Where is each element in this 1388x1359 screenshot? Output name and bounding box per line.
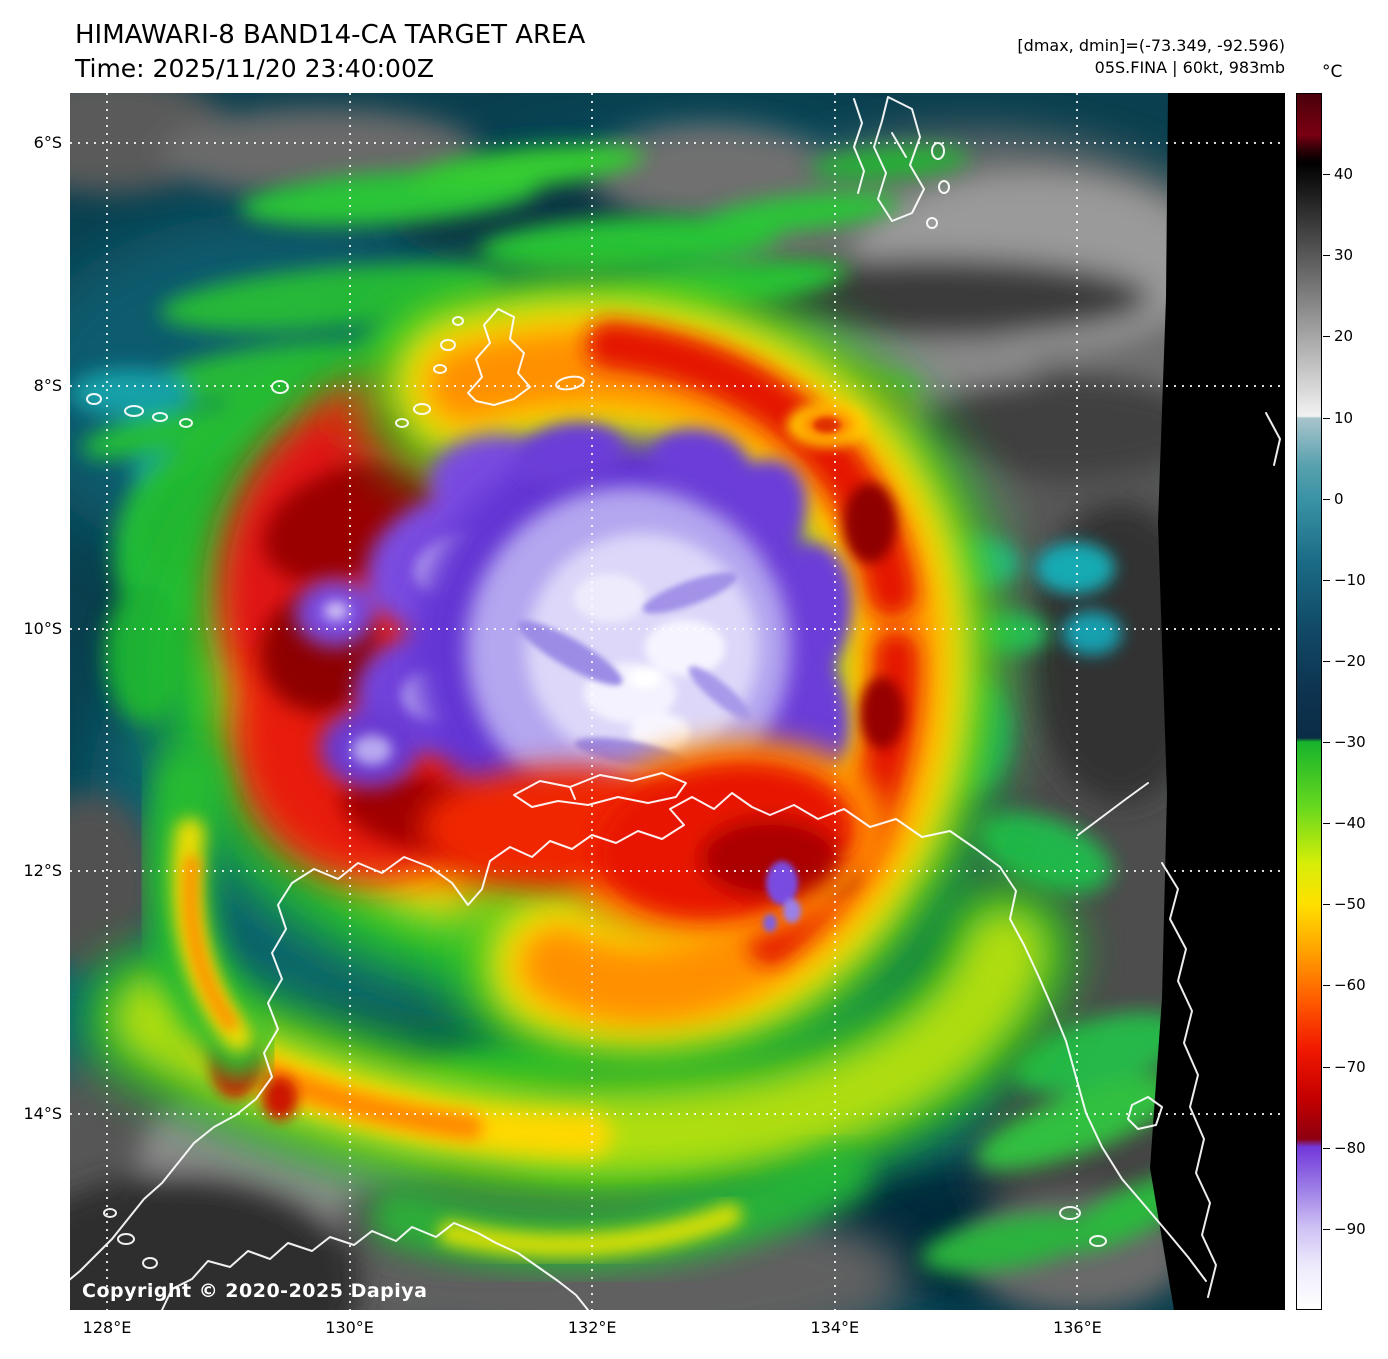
lat-tick-label: 10°S (23, 618, 62, 638)
colorbar-tick-mark (1323, 579, 1330, 581)
lon-tick-label: 132°E (567, 1318, 617, 1337)
swath-edge-black (1150, 93, 1285, 1310)
colorbar-tick-label: −20 (1334, 651, 1366, 670)
lon-tick-label: 128°E (82, 1318, 132, 1337)
western-band (142, 748, 273, 1080)
colorbar-tick-label: 30 (1334, 246, 1354, 265)
lon-tick-label: 130°E (325, 1318, 374, 1337)
storm-id-intensity: 05S.FINA | 60kt, 983mb (1094, 58, 1285, 77)
colorbar-tick-label: 10 (1334, 408, 1354, 427)
colorbar-tick-mark (1323, 336, 1330, 338)
dmax-dmin-readout: [dmax, dmin]=(-73.349, -92.596) (1017, 36, 1285, 55)
coastline-overlay (70, 96, 1281, 1310)
lat-tick-label: 6°S (33, 133, 62, 152)
colorbar-tick-label: 0 (1334, 489, 1344, 508)
lat-tick-label: 14°S (23, 1104, 62, 1124)
colorbar-tick-label: 20 (1334, 327, 1354, 346)
colorbar-tick-label: −80 (1334, 1138, 1366, 1157)
colorbar-tick-mark (1323, 174, 1330, 176)
colorbar-unit-label: °C (1322, 62, 1343, 82)
colorbar-tick-mark (1323, 742, 1330, 744)
colorbar-tick-label: −40 (1334, 814, 1366, 833)
colorbar-tick-label: −10 (1334, 570, 1366, 589)
colorbar-tick-mark (1323, 904, 1330, 906)
colorbar-tick-mark (1323, 823, 1330, 825)
lon-tick-label: 134°E (810, 1318, 860, 1337)
colorbar-tick-label: −60 (1334, 976, 1366, 995)
colorbar-tick-mark (1323, 417, 1330, 419)
colorbar-tick-mark (1323, 1228, 1330, 1230)
lon-tick-label: 136°E (1053, 1318, 1102, 1337)
colorbar-tick-mark (1323, 255, 1330, 257)
satellite-map-panel: Copyright © 2020-2025 Dapiya (70, 93, 1285, 1310)
lat-tick-label: 8°S (33, 375, 62, 395)
isolated-cell (787, 403, 867, 447)
southern-band (80, 876, 1080, 1272)
page-title: HIMAWARI-8 BAND14-CA TARGET AREA (75, 20, 586, 50)
lat-tick-label: 12°S (23, 861, 62, 881)
copyright-watermark: Copyright © 2020-2025 Dapiya (82, 1280, 428, 1302)
colorbar (1296, 93, 1322, 1310)
colorbar-tick-label: −30 (1334, 733, 1366, 752)
colorbar-tick-mark (1323, 498, 1330, 500)
colorbar-tick-mark (1323, 660, 1330, 662)
timestamp: Time: 2025/11/20 23:40:00Z (75, 54, 434, 83)
colorbar-tick-mark (1323, 1066, 1330, 1068)
colorbar-tick-label: −50 (1334, 895, 1366, 914)
colorbar-tick-label: 40 (1334, 165, 1354, 184)
colorbar-tick-label: −70 (1334, 1057, 1366, 1076)
satellite-scene-svg (70, 93, 1285, 1310)
colorbar-tick-mark (1323, 985, 1330, 987)
colorbar-tick-mark (1323, 1147, 1330, 1149)
colorbar-tick-label: −90 (1334, 1219, 1366, 1238)
